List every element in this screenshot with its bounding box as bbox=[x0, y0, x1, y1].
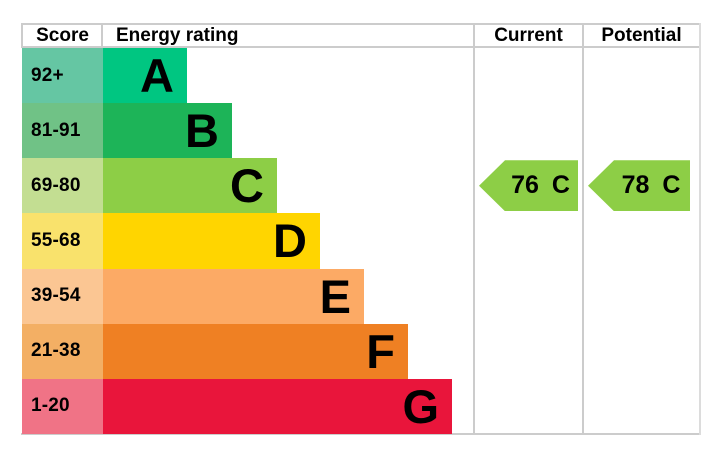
band-row-f: 21-38 F bbox=[22, 323, 700, 379]
header-top-border bbox=[21, 23, 701, 25]
current-column-divider bbox=[473, 23, 475, 435]
rating-letter-g: G bbox=[402, 379, 439, 433]
current-column-header: Current bbox=[494, 25, 563, 46]
rating-bar-b: B bbox=[103, 103, 232, 159]
band-row-e: 39-54 E bbox=[22, 268, 700, 324]
band-row-a: 92+ A bbox=[22, 48, 700, 104]
score-range-g: 1-20 bbox=[22, 378, 103, 434]
score-range-e: 39-54 bbox=[22, 268, 103, 324]
score-column-header: Score bbox=[36, 25, 89, 46]
current-rating-value: 76 bbox=[511, 171, 539, 200]
band-row-b: 81-91 B bbox=[22, 103, 700, 159]
chart-bottom-border bbox=[21, 433, 701, 435]
rating-bar-g: G bbox=[103, 378, 452, 434]
potential-column-header: Potential bbox=[601, 25, 682, 46]
rating-letter-b: B bbox=[185, 104, 219, 158]
rating-bar-e: E bbox=[103, 268, 364, 324]
current-rating-letter: C bbox=[551, 171, 570, 200]
score-range-b: 81-91 bbox=[22, 103, 103, 159]
rating-letter-f: F bbox=[366, 324, 395, 378]
header-bottom-border bbox=[21, 46, 701, 48]
score-range-c: 69-80 bbox=[22, 158, 103, 214]
rating-letter-c: C bbox=[230, 159, 264, 213]
rating-bar-d: D bbox=[103, 213, 320, 269]
band-row-c: 69-80 C bbox=[22, 158, 700, 214]
rating-bar-a: A bbox=[103, 48, 187, 104]
rating-letter-d: D bbox=[273, 214, 307, 268]
score-range-f: 21-38 bbox=[22, 323, 103, 379]
rating-letter-e: E bbox=[319, 269, 351, 323]
rating-bar-c: C bbox=[103, 158, 277, 214]
potential-rating-letter: C bbox=[662, 171, 681, 200]
rating-letter-a: A bbox=[140, 49, 174, 103]
rating-bar-f: F bbox=[103, 323, 408, 379]
band-row-g: 1-20 G bbox=[22, 378, 700, 434]
potential-rating-value: 78 bbox=[621, 171, 650, 200]
potential-column-divider bbox=[582, 23, 584, 435]
score-range-a: 92+ bbox=[22, 48, 103, 104]
header-left-border bbox=[21, 23, 23, 48]
score-column-divider bbox=[101, 23, 103, 48]
chart-right-border bbox=[699, 23, 701, 435]
score-range-d: 55-68 bbox=[22, 213, 103, 269]
rating-bands: 92+ A 81-91 B 69-80 C 55-68 D 39-54 bbox=[22, 48, 700, 434]
band-row-d: 55-68 D bbox=[22, 213, 700, 269]
energy-rating-column-header: Energy rating bbox=[116, 25, 239, 46]
